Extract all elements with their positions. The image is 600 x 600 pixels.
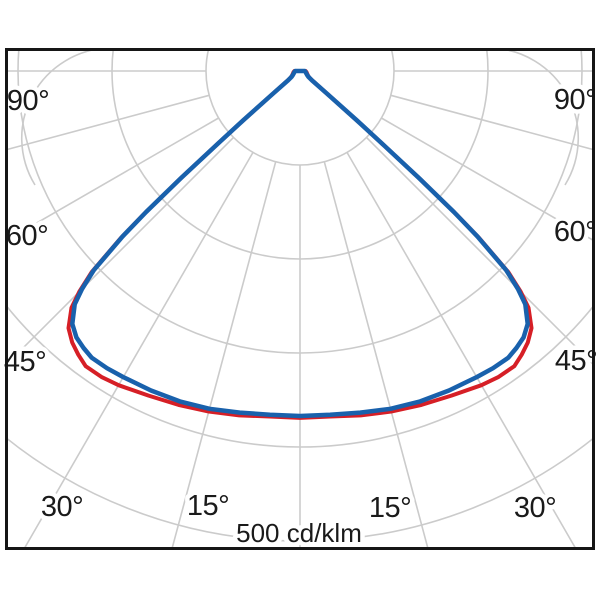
grid-radial-left-75 — [5, 94, 210, 151]
grid-radial-right-60 — [381, 117, 595, 243]
scale-label: 500 cd/klm — [236, 518, 362, 548]
angle-label-left-30deg: 30° — [41, 491, 83, 523]
grid-radial-left-45 — [5, 136, 235, 368]
grid-radial-right-45 — [365, 136, 595, 368]
angle-label-right-30deg: 30° — [514, 492, 556, 524]
angle-label-right-90deg: 90° — [554, 84, 596, 116]
grid-radial-right-15 — [323, 161, 430, 550]
plot-border — [5, 48, 595, 550]
grid-corner-meridian-right — [489, 48, 580, 186]
grid-radial-right-75 — [390, 94, 595, 151]
angle-label-left-45deg: 45° — [4, 346, 46, 378]
intensity-curves — [66, 68, 534, 420]
blue-curve — [70, 68, 530, 419]
angle-label-right-15deg: 15° — [369, 492, 411, 524]
angle-label-left-90deg: 90° — [7, 85, 49, 117]
grid-radial-left-30 — [22, 152, 254, 550]
grid-corner-meridian-left — [20, 48, 111, 186]
angle-label-right-60deg: 60° — [554, 216, 596, 248]
grid-ring-100 — [205, 48, 395, 166]
angle-label-right-45deg: 45° — [555, 345, 597, 377]
angle-label-left-60deg: 60° — [6, 220, 48, 252]
grid-radial-left-15 — [170, 161, 277, 550]
grid-radial-left-60 — [5, 117, 219, 243]
angle-labels: 90° 60° 45° 30° 15° 90° 60° 45° 30° 15° — [0, 80, 600, 529]
grid-radial-right-30 — [346, 152, 578, 550]
angle-label-left-15deg: 15° — [187, 490, 229, 522]
